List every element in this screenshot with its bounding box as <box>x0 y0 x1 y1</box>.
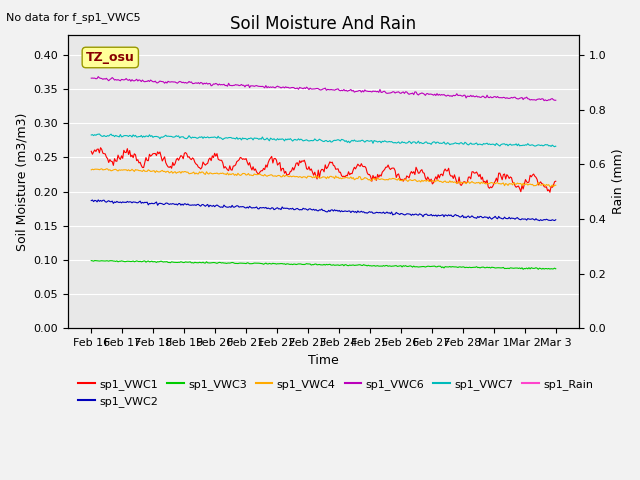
X-axis label: Time: Time <box>308 354 339 367</box>
sp1_Rain <box>380 325 387 331</box>
sp1_VWC1 <box>145 158 152 164</box>
sp1_VWC4 <box>240 170 248 176</box>
sp1_VWC2 <box>145 202 152 208</box>
sp1_VWC1 <box>546 189 554 195</box>
sp1_VWC7 <box>424 141 431 146</box>
sp1_VWC4 <box>426 179 434 184</box>
sp1_VWC3 <box>145 258 152 264</box>
sp1_VWC2 <box>424 213 431 218</box>
sp1_Rain <box>422 325 430 331</box>
sp1_VWC4 <box>145 167 152 173</box>
sp1_VWC4 <box>273 174 280 180</box>
sp1_VWC2 <box>240 204 248 210</box>
sp1_VWC1 <box>424 174 431 180</box>
sp1_VWC3 <box>426 264 434 269</box>
sp1_VWC3 <box>424 264 431 269</box>
Text: TZ_osu: TZ_osu <box>86 51 134 64</box>
Legend: sp1_VWC1, sp1_VWC2, sp1_VWC3, sp1_VWC4, sp1_VWC6, sp1_VWC7, sp1_Rain: sp1_VWC1, sp1_VWC2, sp1_VWC3, sp1_VWC4, … <box>74 375 598 411</box>
sp1_Rain <box>425 325 433 331</box>
sp1_VWC3 <box>240 260 248 266</box>
sp1_VWC3 <box>519 266 527 272</box>
sp1_VWC6 <box>273 84 280 90</box>
sp1_VWC1 <box>552 179 559 184</box>
sp1_VWC6 <box>240 83 248 88</box>
sp1_Rain <box>88 325 95 331</box>
sp1_VWC1 <box>88 148 95 154</box>
sp1_VWC6 <box>540 98 548 104</box>
Line: sp1_VWC3: sp1_VWC3 <box>92 261 556 269</box>
Y-axis label: Soil Moisture (m3/m3): Soil Moisture (m3/m3) <box>15 112 28 251</box>
Line: sp1_VWC4: sp1_VWC4 <box>92 169 556 187</box>
sp1_VWC2 <box>536 218 543 224</box>
sp1_VWC7 <box>95 131 103 137</box>
sp1_VWC3 <box>88 258 95 264</box>
sp1_VWC7 <box>145 134 152 140</box>
Title: Soil Moisture And Rain: Soil Moisture And Rain <box>230 15 417 33</box>
sp1_VWC1 <box>273 157 280 163</box>
sp1_VWC1 <box>381 167 388 172</box>
sp1_VWC6 <box>145 78 152 84</box>
sp1_VWC4 <box>88 167 95 173</box>
Text: No data for f_sp1_VWC5: No data for f_sp1_VWC5 <box>6 12 141 23</box>
Line: sp1_VWC2: sp1_VWC2 <box>92 200 556 221</box>
sp1_VWC4 <box>381 177 388 183</box>
sp1_Rain <box>552 325 559 331</box>
Line: sp1_VWC7: sp1_VWC7 <box>92 134 556 147</box>
sp1_VWC6 <box>381 88 388 94</box>
sp1_VWC2 <box>426 212 434 218</box>
sp1_VWC4 <box>552 182 559 188</box>
sp1_VWC7 <box>273 137 280 143</box>
sp1_VWC6 <box>88 75 95 81</box>
sp1_VWC7 <box>552 144 559 149</box>
Y-axis label: Rain (mm): Rain (mm) <box>612 149 625 214</box>
sp1_VWC6 <box>424 91 431 96</box>
Line: sp1_VWC1: sp1_VWC1 <box>92 148 556 192</box>
sp1_VWC1 <box>240 156 248 162</box>
Line: sp1_VWC6: sp1_VWC6 <box>92 77 556 101</box>
sp1_VWC2 <box>381 211 388 216</box>
sp1_VWC7 <box>88 132 95 138</box>
sp1_VWC4 <box>546 184 554 190</box>
sp1_VWC6 <box>426 91 434 97</box>
sp1_VWC6 <box>552 97 559 103</box>
sp1_VWC7 <box>426 141 434 146</box>
sp1_Rain <box>271 325 279 331</box>
sp1_VWC3 <box>552 266 559 272</box>
sp1_VWC2 <box>88 198 95 204</box>
sp1_VWC2 <box>552 217 559 223</box>
sp1_VWC3 <box>91 258 99 264</box>
sp1_VWC7 <box>381 138 388 144</box>
sp1_VWC2 <box>273 205 280 211</box>
sp1_VWC7 <box>551 144 559 150</box>
sp1_VWC4 <box>424 177 431 183</box>
sp1_VWC6 <box>94 74 102 80</box>
sp1_VWC1 <box>426 178 434 184</box>
sp1_VWC3 <box>381 263 388 269</box>
sp1_Rain <box>239 325 246 331</box>
sp1_VWC7 <box>240 136 248 142</box>
sp1_Rain <box>143 325 151 331</box>
sp1_VWC3 <box>273 261 280 267</box>
sp1_VWC1 <box>97 145 104 151</box>
sp1_VWC2 <box>94 197 102 203</box>
sp1_VWC4 <box>98 166 106 172</box>
